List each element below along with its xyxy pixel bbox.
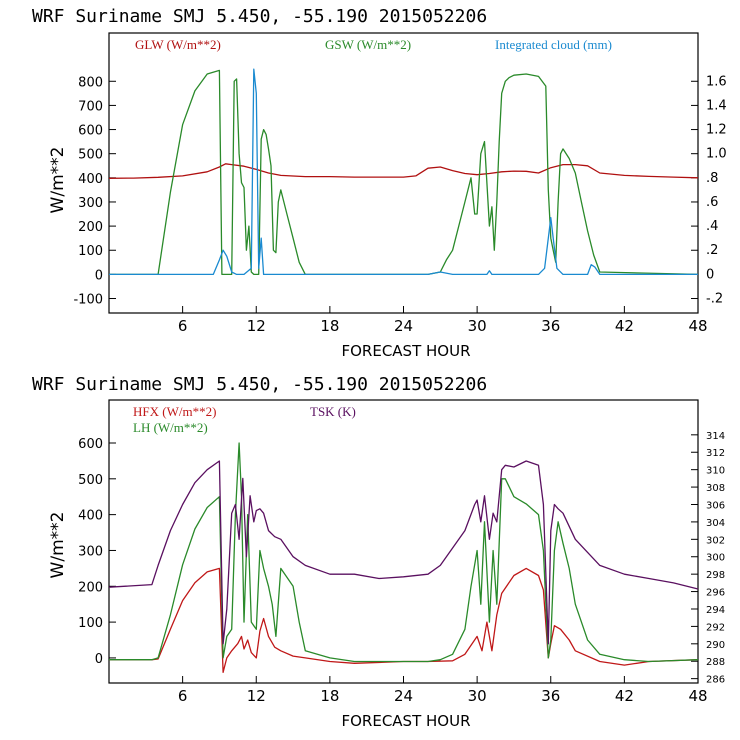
y2-tick-label: 308	[706, 483, 725, 494]
y2-tick-label: 292	[706, 622, 725, 633]
x-tick-label: 42	[615, 317, 634, 335]
panel-bottom: WRF Suriname SMJ 5.450, -55.190 20150522…	[32, 374, 725, 730]
x-tick-label: 18	[320, 317, 339, 335]
panel-bottom-series	[108, 442, 699, 673]
series-line-tsk	[108, 460, 699, 645]
y-tick-label: 100	[78, 616, 103, 631]
y-tick-label: 100	[78, 244, 103, 259]
y2-tick-label: -.2	[706, 292, 723, 307]
x-tick-label: 30	[468, 687, 487, 705]
panel-bottom-frame	[108, 399, 699, 684]
y2-tick-label: 1.2	[706, 123, 727, 138]
y-tick-label: 400	[78, 509, 103, 524]
y-tick-label: 300	[78, 196, 103, 211]
panel-bottom-xlabel: FORECAST HOUR	[341, 712, 470, 730]
panel-bottom-title: WRF Suriname SMJ 5.450, -55.190 20150522…	[32, 374, 487, 395]
y2-tick-label: 314	[706, 431, 725, 442]
panel-top-y2-axis: -.2 0 .2 .4 .6 .8 1.0 1.2 1.4 1.6	[691, 74, 727, 307]
panel-bottom-legend: HFX (W/m**2) LH (W/m**2) TSK (K)	[133, 404, 356, 435]
y-tick-label: 600	[78, 124, 103, 139]
y-tick-label: 200	[78, 580, 103, 595]
legend-gsw: GSW (W/m**2)	[325, 37, 411, 52]
y2-tick-label: 288	[706, 657, 725, 668]
x-tick-label: 24	[394, 317, 413, 335]
x-tick-label: 48	[688, 687, 707, 705]
panel-top-x-axis: 6 12 18 24 30 36 42 48	[178, 306, 708, 335]
y2-tick-label: 0	[706, 267, 714, 282]
y2-tick-label: .4	[706, 219, 718, 234]
x-tick-label: 24	[394, 687, 413, 705]
x-tick-label: 42	[615, 687, 634, 705]
panel-bottom-y2-axis: 286 288 290 292 294 296 298 300 302 304 306 308 310 3…	[691, 431, 725, 686]
y2-tick-label: 1.4	[706, 98, 727, 113]
legend-lh: LH (W/m**2)	[133, 420, 208, 435]
y2-tick-label: 294	[706, 605, 725, 616]
y-tick-label: 500	[78, 473, 103, 488]
y-tick-label: 800	[78, 75, 103, 90]
y2-tick-label: 286	[706, 675, 725, 686]
panel-top-xlabel: FORECAST HOUR	[341, 342, 470, 360]
panel-top-series	[108, 68, 699, 276]
panel-top-y-axis: -100 0 100 200 300 400 500 600 700 800	[73, 75, 116, 308]
series-line-lh	[109, 442, 699, 663]
y2-tick-label: 290	[706, 640, 725, 651]
panel-top-legend: GLW (W/m**2) GSW (W/m**2) Integrated clo…	[135, 37, 612, 52]
y2-tick-label: 306	[706, 500, 725, 511]
panel-bottom-x-axis: 6 12 18 24 30 36 42 48	[178, 676, 708, 705]
panel-top: WRF Suriname SMJ 5.450, -55.190 20150522…	[32, 6, 727, 360]
x-tick-label: 48	[688, 317, 707, 335]
x-tick-label: 30	[468, 317, 487, 335]
y-tick-label: 0	[95, 268, 103, 283]
x-tick-label: 18	[320, 687, 339, 705]
panel-top-title: WRF Suriname SMJ 5.450, -55.190 20150522…	[32, 6, 487, 27]
x-tick-label: 12	[247, 317, 266, 335]
x-tick-label: 6	[178, 317, 188, 335]
legend-hfx: HFX (W/m**2)	[133, 404, 216, 419]
panel-bottom-ylabel: W/m**2	[48, 512, 68, 579]
series-line-glw	[108, 163, 699, 179]
y-tick-label: 400	[78, 172, 103, 187]
y-tick-label: 300	[78, 544, 103, 559]
series-line-gsw	[109, 69, 699, 276]
y-tick-label: 500	[78, 148, 103, 163]
panel-bottom-y-axis: 0 100 200 300 400 500 600	[78, 437, 116, 667]
y-tick-label: 600	[78, 437, 103, 452]
y2-tick-label: 1.0	[706, 147, 727, 162]
series-line-cloud	[109, 68, 698, 276]
y-tick-label: 200	[78, 220, 103, 235]
x-tick-label: 12	[247, 687, 266, 705]
y2-tick-label: 302	[706, 535, 725, 546]
y-tick-label: 0	[95, 652, 103, 667]
y2-tick-label: .6	[706, 195, 718, 210]
y2-tick-label: 296	[706, 588, 725, 599]
x-tick-label: 36	[541, 317, 560, 335]
y2-tick-label: 312	[706, 448, 725, 459]
y2-tick-label: .2	[706, 243, 718, 258]
y-tick-label: 700	[78, 99, 103, 114]
y2-tick-label: 1.6	[706, 74, 727, 89]
legend-cloud: Integrated cloud (mm)	[495, 37, 612, 52]
legend-glw: GLW (W/m**2)	[135, 37, 221, 52]
x-tick-label: 6	[178, 687, 188, 705]
y2-tick-label: 300	[706, 553, 725, 564]
y2-tick-label: 304	[706, 518, 725, 529]
legend-tsk: TSK (K)	[310, 404, 356, 419]
y2-tick-label: 298	[706, 570, 725, 581]
y-tick-label: -100	[73, 293, 103, 308]
y2-tick-label: 310	[706, 466, 725, 477]
x-tick-label: 36	[541, 687, 560, 705]
y2-tick-label: .8	[706, 171, 718, 186]
panel-top-ylabel: W/m**2	[48, 147, 68, 214]
